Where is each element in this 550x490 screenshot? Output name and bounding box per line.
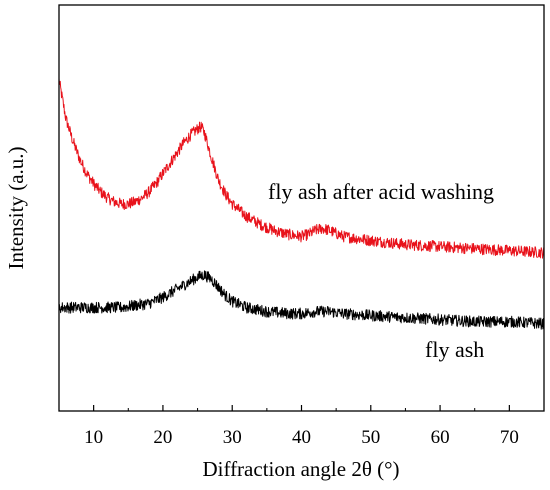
x-tick-label: 50: [361, 427, 380, 448]
y-axis-label: Intensity (a.u.): [4, 146, 28, 269]
x-tick-label: 60: [431, 427, 450, 448]
annotation-acid-washed: fly ash after acid washing: [268, 179, 494, 204]
x-tick-label: 40: [292, 427, 311, 448]
series-layer: [58, 78, 545, 330]
x-tick-label: 20: [153, 427, 172, 448]
x-ticks: 10 20 30 40 50 60 70: [58, 405, 545, 448]
annotation-fly-ash: fly ash: [425, 337, 484, 362]
x-tick-label: 10: [84, 427, 103, 448]
x-tick-label: 70: [500, 427, 519, 448]
x-tick-label: 30: [223, 427, 242, 448]
series-line-acid-washed: [58, 78, 545, 259]
x-axis-label: Diffraction angle 2θ (°): [202, 457, 399, 481]
series-line-fly-ash: [58, 270, 545, 330]
